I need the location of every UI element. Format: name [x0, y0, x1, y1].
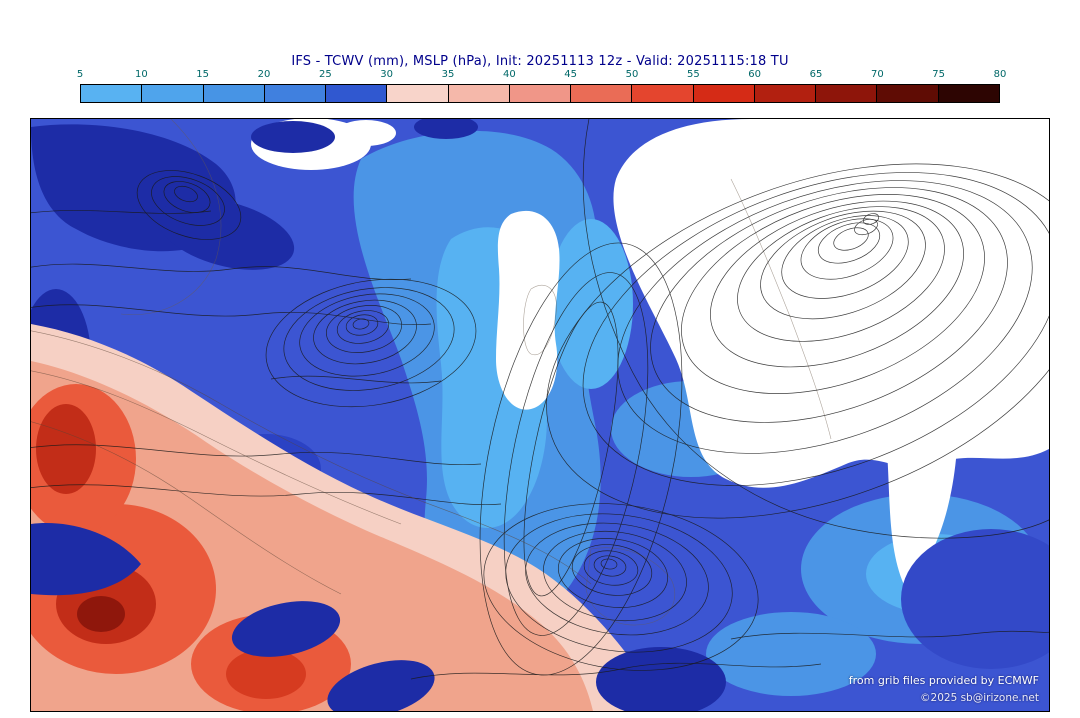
colorbar: 5 10 15 20 25 30 35 40 45 50 55 60 65 70 75 80 [76, 69, 1007, 103]
colorbar-tick-label: 30 [380, 69, 394, 80]
colorbar-tick-label: 45 [564, 69, 578, 80]
map-moist-red-region [31, 324, 666, 711]
colorbar-segment [938, 85, 999, 102]
colorbar-tick-label: 40 [502, 69, 516, 80]
map-navy-wedges [31, 523, 726, 711]
colorbar-segment [754, 85, 817, 102]
colorbar-segment [81, 85, 143, 102]
colorbar-tick-label: 65 [809, 69, 823, 80]
colorbar-tick-label: 15 [196, 69, 210, 80]
chart-title: IFS - TCWV (mm), MSLP (hPa), Init: 20251… [291, 54, 789, 69]
colorbar-tick-label: 35 [441, 69, 455, 80]
colorbar-tick-label: 50 [625, 69, 639, 80]
map-isobar-contours [31, 119, 1049, 680]
colorbar-tick-label: 55 [686, 69, 700, 80]
colorbar-tick-label: 80 [993, 69, 1007, 80]
attribution-ecmwf: from grib files provided by ECMWF [848, 674, 1039, 687]
attribution-copyright: ©2025 sb@irizone.net [920, 692, 1039, 704]
colorbar-tick-label: 75 [932, 69, 946, 80]
colorbar-segment [693, 85, 755, 102]
colorbar-tick-label: 60 [748, 69, 762, 80]
colorbar-bar [80, 84, 1000, 103]
colorbar-segment [571, 85, 633, 102]
colorbar-tick-label: 5 [76, 69, 84, 80]
colorbar-segment [264, 85, 327, 102]
colorbar-segment [509, 85, 572, 102]
colorbar-segment [387, 85, 449, 102]
colorbar-tick-label: 20 [257, 69, 271, 80]
colorbar-segment [877, 85, 939, 102]
colorbar-segment [142, 85, 204, 102]
colorbar-segment [203, 85, 265, 102]
colorbar-tick-label: 70 [870, 69, 884, 80]
colorbar-segment [448, 85, 510, 102]
map-moist-region-contours [31, 330, 592, 595]
colorbar-tick-label: 25 [318, 69, 332, 80]
colorbar-segment [816, 85, 878, 102]
colorbar-ticks: 5 10 15 20 25 30 35 40 45 50 55 60 65 70 75 80 [76, 69, 1007, 83]
colorbar-tick-label: 10 [134, 69, 148, 80]
colorbar-segment [326, 85, 388, 102]
map-canvas [31, 119, 1049, 711]
weather-map: from grib files provided by ECMWF ©2025 … [30, 118, 1050, 712]
colorbar-segment [632, 85, 694, 102]
